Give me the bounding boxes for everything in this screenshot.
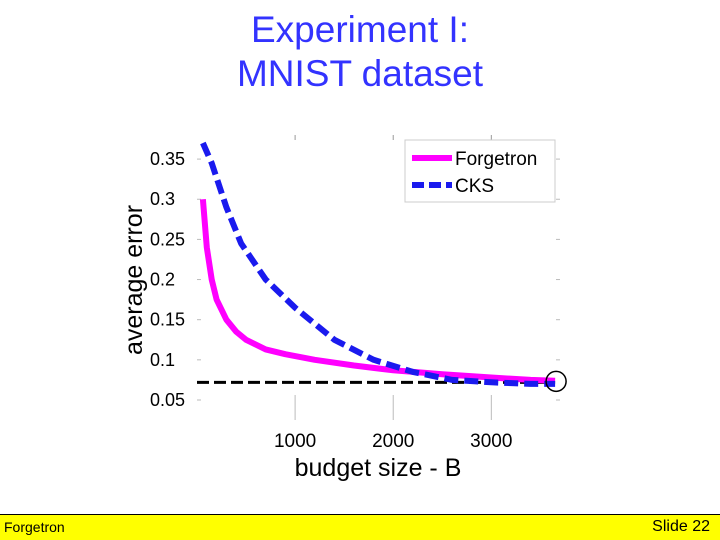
y-tick-label: 0.2 xyxy=(150,270,175,290)
x-tick-label: 2000 xyxy=(372,431,414,452)
y-tick-label: 0.15 xyxy=(150,310,185,330)
y-axis-label: average error xyxy=(120,205,148,355)
end-point-circle xyxy=(545,370,567,393)
y-tick-label: 0.35 xyxy=(150,149,185,169)
x-tick-label: 1000 xyxy=(274,431,316,452)
series-line-forgetron xyxy=(199,198,556,384)
legend-label-cks: CKS xyxy=(455,176,494,197)
y-tick-label: 0.05 xyxy=(150,390,185,410)
legend-box xyxy=(404,139,556,203)
title-line-2: MNIST dataset xyxy=(236,53,484,94)
footer-bar: Forgetron Slide 22 xyxy=(0,514,720,540)
legend-label-forgetron: Forgetron xyxy=(455,149,537,170)
x-axis-label: budget size - B xyxy=(295,454,462,482)
x-tick-label: 3000 xyxy=(470,431,512,452)
series-line-cks xyxy=(200,141,556,387)
slide-number: Slide 22 xyxy=(652,518,710,535)
slide-title: Experiment I: MNIST dataset xyxy=(0,8,720,96)
y-tick-label: 0.3 xyxy=(150,189,175,209)
title-line-1: Experiment I: xyxy=(251,9,469,50)
line-chart: 1000 2000 3000 0.05 0.1 0.15 0.2 0.25 0.3 0.35 bud… xyxy=(120,135,567,482)
footer-title: Forgetron xyxy=(4,519,65,535)
y-tick-label: 0.25 xyxy=(150,229,185,249)
y-tick-label: 0.1 xyxy=(150,350,175,370)
